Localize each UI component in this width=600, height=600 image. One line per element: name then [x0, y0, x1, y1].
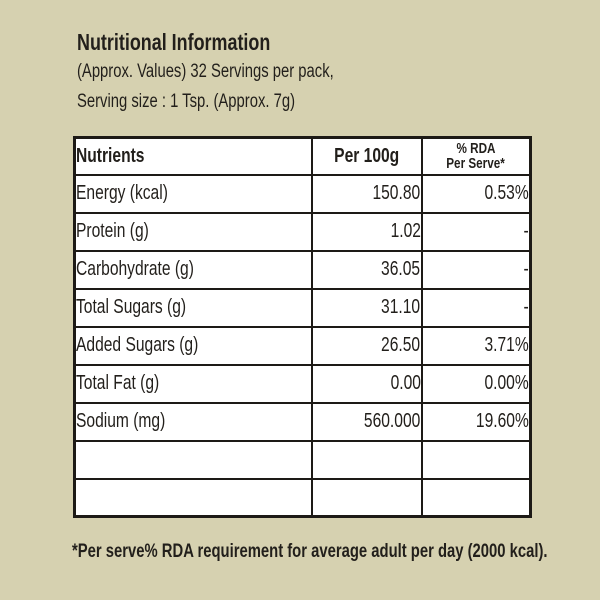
- per-100g-cell: 560.000: [310, 401, 423, 442]
- rda-cell: [420, 477, 532, 518]
- rda-cell: -: [420, 211, 532, 252]
- nutrient-cell: Carbohydrate (g): [73, 249, 313, 290]
- per-100g-cell: 1.02: [310, 211, 423, 252]
- subtitle: (Approx. Values) 32 Servings per pack, S…: [77, 57, 406, 117]
- per-100g-cell: [310, 439, 423, 480]
- table-row-total-fat: Total Fat (g) 0.00 0.00%: [73, 363, 532, 404]
- rda-cell: 3.71%: [420, 325, 532, 366]
- nutrient-cell: Energy (kcal): [73, 173, 313, 214]
- page-title: Nutritional Information: [77, 30, 325, 54]
- rda-cell: [420, 439, 532, 480]
- rda-cell: 0.00%: [420, 363, 532, 404]
- subtitle-line-servings: (Approx. Values) 32 Servings per pack,: [77, 57, 406, 87]
- subtitle-line-servings-text: (Approx. Values) 32 Servings per pack,: [77, 61, 334, 82]
- per-100g-cell: 31.10: [310, 287, 423, 328]
- table-header-row: Nutrients Per 100g % RDA Per Serve*: [73, 136, 532, 176]
- rda-footnote: *Per serve% RDA requirement for average …: [72, 540, 600, 564]
- nutrition-table: Nutrients Per 100g % RDA Per Serve* Ener…: [73, 136, 532, 518]
- nutrient-cell: Added Sugars (g): [73, 325, 313, 366]
- table-row-empty: [73, 477, 532, 518]
- table-row-carbohydrate: Carbohydrate (g) 36.05 -: [73, 249, 532, 290]
- nutrient-cell: Total Fat (g): [73, 363, 313, 404]
- rda-footnote-text: *Per serve% RDA requirement for average …: [72, 541, 548, 562]
- nutrient-cell: [73, 477, 313, 518]
- per-100g-cell: [310, 477, 423, 518]
- per-100g-cell: 36.05: [310, 249, 423, 290]
- column-header-per-100g-text: Per 100g: [333, 144, 400, 167]
- rda-cell: -: [420, 249, 532, 290]
- column-header-rda-per-serve: % RDA Per Serve*: [420, 136, 532, 176]
- nutrient-cell: [73, 439, 313, 480]
- rda-cell: -: [420, 287, 532, 328]
- page-title-text: Nutritional Information: [77, 29, 271, 55]
- per-100g-cell: 26.50: [310, 325, 423, 366]
- column-header-per-100g: Per 100g: [310, 136, 423, 176]
- nutrient-cell: Protein (g): [73, 211, 313, 252]
- table-row-energy: Energy (kcal) 150.80 0.53%: [73, 173, 532, 214]
- nutrient-cell: Total Sugars (g): [73, 287, 313, 328]
- subtitle-line-serving-size: Serving size : 1 Tsp. (Approx. 7g): [77, 87, 406, 117]
- per-100g-cell: 150.80: [310, 173, 423, 214]
- column-header-nutrients-text: Nutrients: [76, 144, 145, 167]
- table-row-added-sugars: Added Sugars (g) 26.50 3.71%: [73, 325, 532, 366]
- table-row-sodium: Sodium (mg) 560.000 19.60%: [73, 401, 532, 442]
- column-header-rda-line2: Per Serve*: [446, 155, 506, 173]
- subtitle-line-serving-size-text: Serving size : 1 Tsp. (Approx. 7g): [77, 91, 296, 112]
- nutrient-cell: Sodium (mg): [73, 401, 313, 442]
- rda-cell: 0.53%: [420, 173, 532, 214]
- table-row-total-sugars: Total Sugars (g) 31.10 -: [73, 287, 532, 328]
- column-header-rda-line1: % RDA: [456, 140, 496, 158]
- rda-cell: 19.60%: [420, 401, 532, 442]
- table-row-protein: Protein (g) 1.02 -: [73, 211, 532, 252]
- column-header-nutrients: Nutrients: [73, 136, 313, 176]
- per-100g-cell: 0.00: [310, 363, 423, 404]
- table-row-empty: [73, 439, 532, 480]
